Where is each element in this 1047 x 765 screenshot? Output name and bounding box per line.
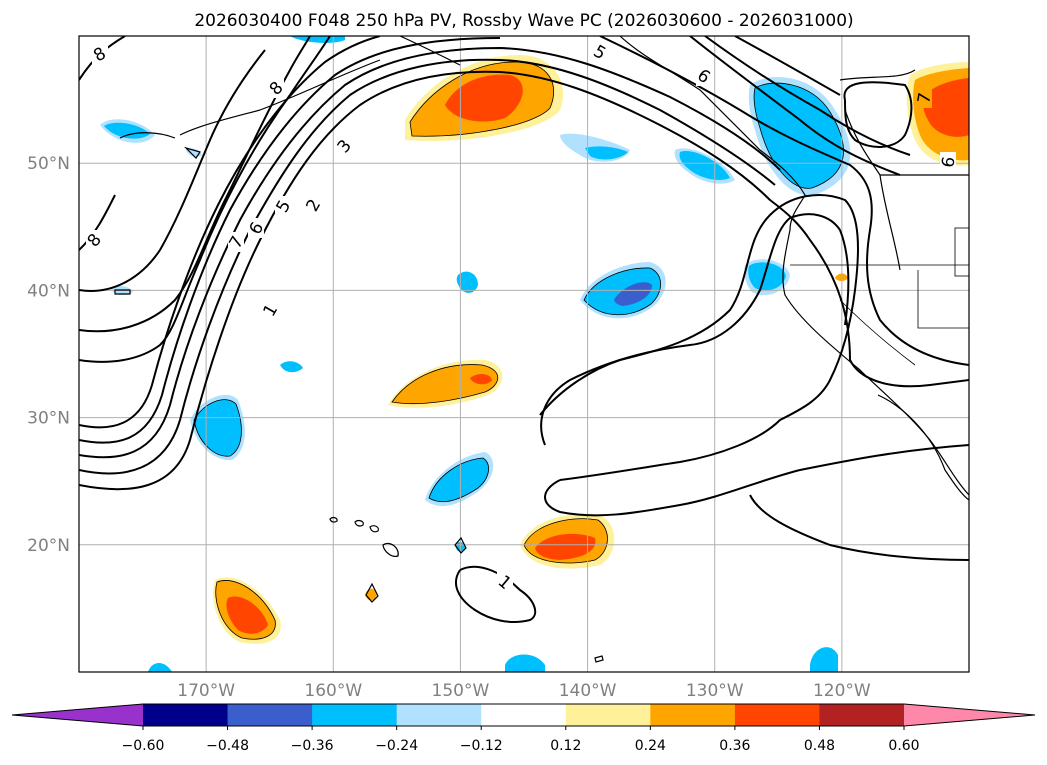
figure-title: 2026030400 F048 250 hPa PV, Rossby Wave … bbox=[194, 11, 853, 31]
graticule bbox=[79, 36, 969, 672]
colorbar-tick-label-8: 0.48 bbox=[804, 738, 835, 754]
lon-tick-label-1: 160°W bbox=[304, 681, 362, 701]
lat-tick-label-3: 50°N bbox=[27, 154, 70, 174]
colorbar-tick-label-9: 0.60 bbox=[888, 738, 919, 754]
colorbar-tick-label-0: −0.60 bbox=[122, 738, 165, 754]
colorbar-extend-low bbox=[12, 704, 143, 726]
colorbar-tick-label-4: −0.12 bbox=[460, 738, 503, 754]
latitude-labels: 20°N 30°N 40°N 50°N bbox=[27, 154, 70, 556]
lat-tick-label-0: 20°N bbox=[27, 536, 70, 556]
anomaly-positive-mid-pacific bbox=[388, 359, 503, 408]
anomaly-negative-small-5 bbox=[456, 271, 478, 293]
lat-tick-label-1: 30°N bbox=[27, 409, 70, 429]
anomaly-positive-southwest bbox=[212, 577, 281, 644]
lon-tick-label-0: 170°W bbox=[177, 681, 235, 701]
contour-labels: 8 8 8 7 6 5 2 3 1 5 6 6 7 1 bbox=[84, 41, 960, 593]
lon-tick-label-2: 150°W bbox=[432, 681, 490, 701]
colorbar-tick-label-1: −0.48 bbox=[206, 738, 249, 754]
anomaly-positive-south-pacific bbox=[520, 513, 615, 569]
colorbar-segment-7 bbox=[734, 704, 820, 726]
colorbar-segment-2 bbox=[312, 704, 398, 726]
anomaly-negative-bottom-2 bbox=[810, 647, 838, 672]
colorbar-tick-label-3: −0.24 bbox=[375, 738, 418, 754]
map-frame bbox=[78, 35, 970, 673]
colorbar-segment-0 bbox=[143, 704, 229, 726]
lon-tick-label-5: 120°W bbox=[813, 681, 871, 701]
colorbar-tick-label-5: 0.12 bbox=[550, 738, 581, 754]
colorbar-segment-8 bbox=[819, 704, 905, 726]
coastlines bbox=[619, 36, 969, 501]
colorbar-segment-4 bbox=[481, 704, 567, 726]
anomaly-negative-small-6 bbox=[280, 361, 303, 373]
pv-contours bbox=[79, 36, 969, 623]
colorbar-tick-label-7: 0.36 bbox=[719, 738, 750, 754]
lon-tick-label-4: 130°W bbox=[686, 681, 744, 701]
longitude-labels: 170°W 160°W 150°W 140°W 130°W 120°W bbox=[177, 681, 871, 701]
colorbar-segment-6 bbox=[650, 704, 736, 726]
svg-text:6: 6 bbox=[938, 155, 960, 169]
colorbar: −0.60 −0.48 −0.36 −0.24 −0.12 0.12 0.24 0.36 0.4… bbox=[11, 703, 1036, 754]
colorbar-extend-high bbox=[904, 704, 1035, 726]
colorbar-tick-label-6: 0.24 bbox=[635, 738, 666, 754]
colorbar-segment-5 bbox=[565, 704, 651, 726]
islands bbox=[114, 36, 604, 663]
anomaly-negative-british-columbia bbox=[748, 77, 851, 196]
colorbar-tick-label-2: −0.36 bbox=[291, 738, 334, 754]
borders bbox=[790, 227, 969, 366]
lat-tick-label-2: 40°N bbox=[27, 281, 70, 301]
colorbar-segment-1 bbox=[227, 704, 313, 726]
anomaly-negative-bottom-1 bbox=[505, 654, 545, 672]
colorbar-segment-3 bbox=[396, 704, 482, 726]
anomaly-positive-gulf-of-alaska bbox=[405, 55, 564, 141]
svg-text:7: 7 bbox=[914, 91, 936, 105]
lon-tick-label-3: 140°W bbox=[559, 681, 617, 701]
map-area: 8 8 8 7 6 5 2 3 1 5 6 6 7 1 bbox=[79, 36, 969, 672]
